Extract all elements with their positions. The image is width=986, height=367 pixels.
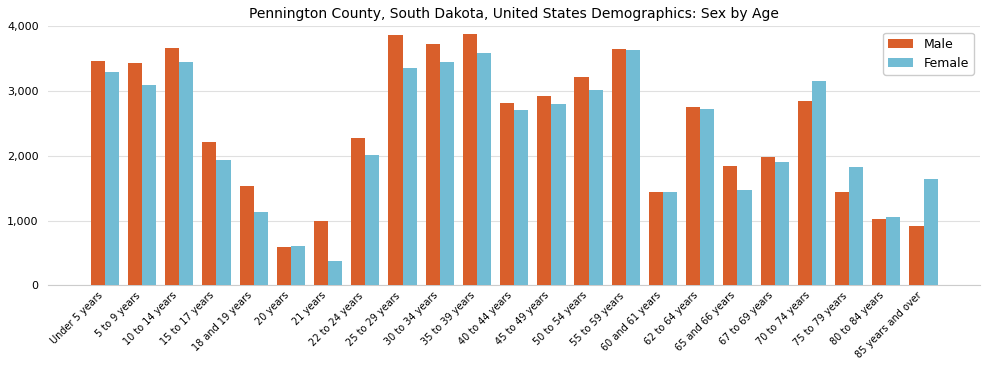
Bar — [165, 48, 179, 286]
Bar — [216, 160, 231, 286]
Bar — [611, 49, 625, 286]
Bar — [179, 62, 193, 286]
Bar — [365, 155, 379, 286]
Bar — [551, 104, 565, 286]
Bar — [685, 107, 699, 286]
Bar — [253, 212, 267, 286]
Bar — [885, 217, 899, 286]
Bar — [202, 142, 216, 286]
Bar — [327, 261, 342, 286]
Bar — [699, 109, 714, 286]
Bar — [760, 157, 774, 286]
Bar — [500, 103, 514, 286]
Bar — [723, 166, 737, 286]
Bar — [105, 72, 118, 286]
Bar — [536, 96, 551, 286]
Bar — [848, 167, 863, 286]
Bar — [440, 62, 454, 286]
Bar — [240, 186, 253, 286]
Bar — [402, 68, 416, 286]
Title: Pennington County, South Dakota, United States Demographics: Sex by Age: Pennington County, South Dakota, United … — [249, 7, 778, 21]
Bar — [648, 192, 663, 286]
Bar — [276, 247, 291, 286]
Bar — [663, 192, 676, 286]
Bar — [923, 179, 937, 286]
Bar — [314, 221, 327, 286]
Bar — [351, 138, 365, 286]
Legend: Male, Female: Male, Female — [882, 33, 973, 75]
Bar — [462, 34, 476, 286]
Bar — [476, 53, 491, 286]
Bar — [425, 44, 440, 286]
Bar — [142, 84, 156, 286]
Bar — [625, 50, 639, 286]
Bar — [128, 62, 142, 286]
Bar — [514, 110, 528, 286]
Bar — [291, 246, 305, 286]
Bar — [737, 190, 751, 286]
Bar — [834, 192, 848, 286]
Bar — [588, 90, 602, 286]
Bar — [811, 81, 825, 286]
Bar — [574, 77, 588, 286]
Bar — [797, 101, 811, 286]
Bar — [91, 61, 105, 286]
Bar — [387, 35, 402, 286]
Bar — [908, 226, 923, 286]
Bar — [872, 219, 885, 286]
Bar — [774, 162, 788, 286]
